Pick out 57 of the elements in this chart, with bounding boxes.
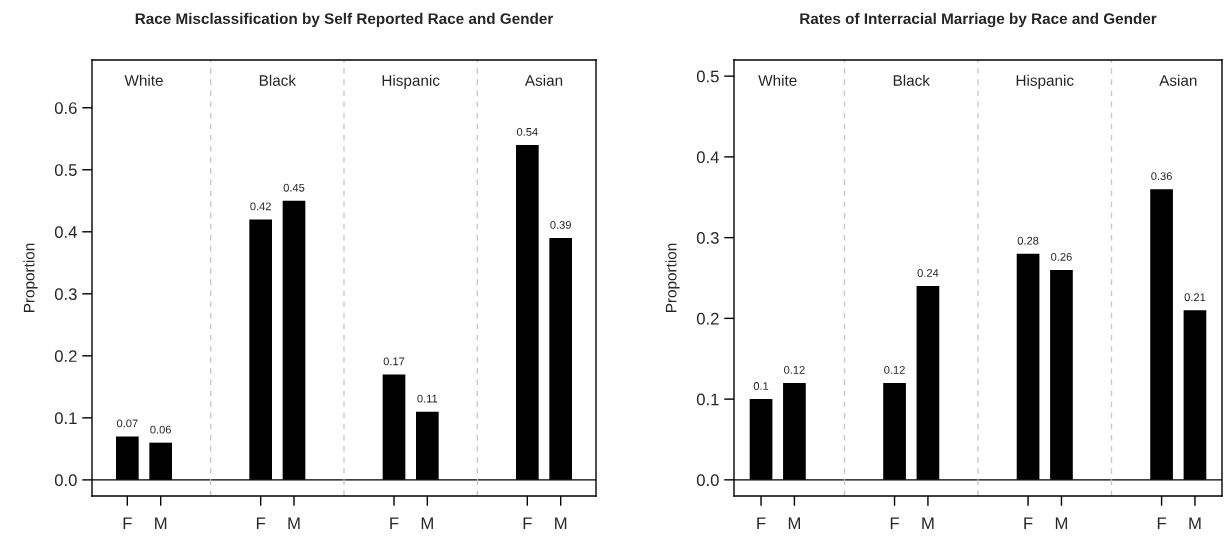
y-tick-label: 0.0 bbox=[696, 474, 719, 487]
x-tick-label: F bbox=[123, 517, 132, 529]
data-label: 0.17 bbox=[383, 357, 405, 366]
data-label: 0.12 bbox=[784, 365, 805, 374]
data-label: 0.26 bbox=[1051, 252, 1072, 261]
y-tick-label: 0.3 bbox=[696, 232, 719, 244]
annotation: Black bbox=[259, 74, 297, 86]
y-axis-title: Proportion bbox=[23, 243, 38, 312]
data-label: 0.12 bbox=[884, 365, 905, 374]
data-label: 0.45 bbox=[283, 183, 305, 192]
y-tick-label: 0.2 bbox=[696, 312, 719, 325]
x-tick-label: F bbox=[256, 517, 266, 529]
x-tick-label: F bbox=[523, 517, 532, 529]
x-tick-label: M bbox=[288, 517, 300, 529]
data-label: 0.1 bbox=[753, 382, 769, 390]
y-tick-label: 0.1 bbox=[54, 412, 77, 425]
data-label: 0.06 bbox=[150, 425, 171, 434]
y-tick-label: 0.1 bbox=[696, 393, 719, 406]
y-tick-label: 0.6 bbox=[54, 102, 77, 114]
x-tick-label: M bbox=[1055, 517, 1068, 529]
x-tick-label: M bbox=[788, 517, 800, 529]
annotation: White bbox=[758, 74, 797, 86]
y-tick-label: 0.2 bbox=[54, 350, 77, 363]
x-tick-label: M bbox=[555, 517, 567, 529]
annotation: Hispanic bbox=[1016, 74, 1074, 89]
y-tick-label: 0.0 bbox=[54, 474, 77, 487]
x-tick-label: F bbox=[890, 517, 899, 529]
y-tick-label: 0.3 bbox=[54, 288, 77, 301]
annotation: White bbox=[124, 74, 163, 86]
x-tick-label: F bbox=[390, 517, 399, 529]
x-tick-label: F bbox=[757, 517, 766, 529]
x-tick-label: M bbox=[1189, 517, 1201, 529]
x-tick-label: F bbox=[1024, 517, 1033, 529]
annotation: Black bbox=[893, 74, 930, 86]
x-tick-label: M bbox=[922, 517, 934, 529]
data-label: 0.36 bbox=[1151, 172, 1172, 181]
data-label: 0.42 bbox=[250, 202, 271, 211]
chart-title: Race Misclassification by Self Reported Race and Gender bbox=[135, 12, 554, 28]
x-tick-label: M bbox=[155, 517, 167, 529]
y-axis-title: Proportion bbox=[665, 243, 680, 312]
data-label: 0.28 bbox=[1017, 236, 1039, 245]
annotation: Hispanic bbox=[382, 74, 440, 89]
data-label: 0.54 bbox=[516, 127, 538, 136]
annotation: Asian bbox=[524, 74, 563, 86]
data-label: 0.39 bbox=[550, 220, 571, 229]
annotation: Asian bbox=[1159, 74, 1197, 86]
y-tick-label: 0.4 bbox=[54, 226, 77, 238]
y-tick-label: 0.5 bbox=[696, 70, 719, 83]
x-tick-label: F bbox=[1157, 517, 1167, 529]
x-tick-label: M bbox=[421, 517, 433, 529]
chart-title: Rates of Interracial Marriage by Race and Gender bbox=[800, 12, 1157, 28]
data-label: 0.21 bbox=[1184, 293, 1206, 302]
data-label: 0.11 bbox=[417, 394, 438, 403]
data-label: 0.24 bbox=[917, 269, 939, 277]
data-label: 0.07 bbox=[116, 419, 138, 428]
y-tick-label: 0.4 bbox=[696, 151, 719, 164]
y-tick-label: 0.5 bbox=[54, 164, 77, 176]
